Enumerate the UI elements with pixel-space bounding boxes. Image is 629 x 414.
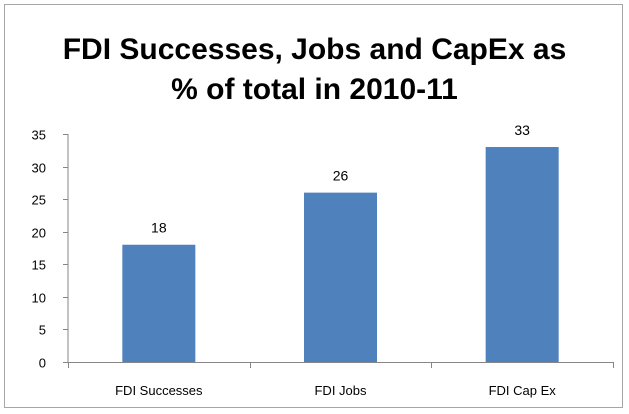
x-tick-label: FDI Jobs (314, 383, 367, 398)
y-axis: 0 5 10 15 20 25 30 35 (32, 128, 69, 371)
y-tick-label: 35 (32, 128, 46, 143)
bar-fdi-cap-ex (485, 147, 559, 362)
y-tick-label: 5 (39, 323, 46, 338)
y-tick-label: 20 (32, 226, 46, 241)
bar-fdi-jobs (304, 192, 377, 362)
data-label: 26 (333, 168, 349, 184)
y-tick-label: 0 (39, 356, 46, 371)
data-label: 18 (151, 220, 167, 236)
y-tick-label: 15 (32, 258, 46, 273)
y-tick-label: 25 (32, 193, 46, 208)
x-axis: FDI Successes FDI Jobs FDI Cap Ex (68, 362, 614, 398)
chart-title-line-1: FDI Successes, Jobs and CapEx as (62, 33, 567, 66)
bar-fdi-successes (122, 244, 196, 362)
data-labels: 18 26 33 (151, 122, 530, 236)
bars (122, 147, 559, 362)
chart-title: FDI Successes, Jobs and CapEx as % of to… (0, 30, 629, 110)
x-tick-label: FDI Cap Ex (489, 383, 557, 398)
chart-title-line-2: % of total in 2010-11 (171, 73, 458, 106)
y-tick-label: 30 (32, 161, 46, 176)
y-tick-label: 10 (32, 291, 46, 306)
data-label: 33 (514, 122, 530, 138)
x-tick-label: FDI Successes (115, 383, 203, 398)
